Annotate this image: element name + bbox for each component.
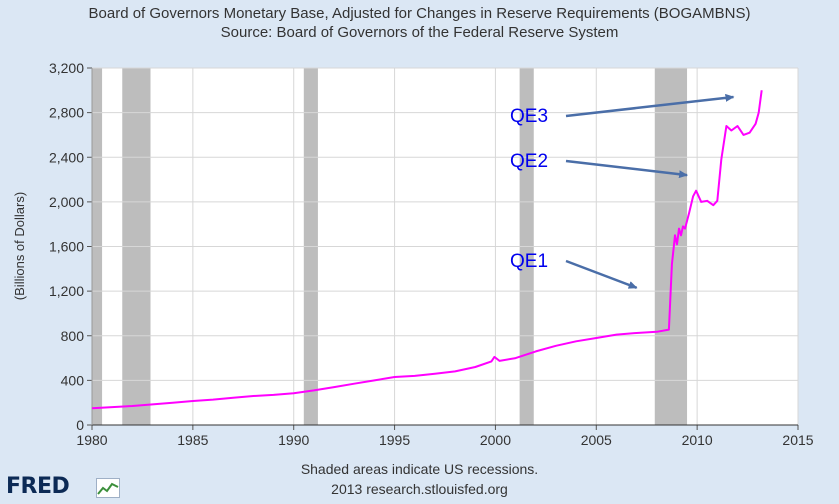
x-tick-label: 1990: [278, 432, 309, 448]
annotation-arrow: [565, 259, 638, 289]
x-tick-label: 2000: [480, 432, 511, 448]
y-tick-label: 2,800: [49, 105, 84, 121]
y-tick-label: 1,200: [49, 283, 84, 299]
fred-logo-chart-icon: [96, 478, 120, 498]
x-tick-label: 2010: [682, 432, 713, 448]
x-tick-label: 2005: [581, 432, 612, 448]
fred-logo: FRED: [6, 474, 70, 499]
y-tick-label: 1,600: [49, 239, 84, 255]
x-tick-label: 1995: [379, 432, 410, 448]
x-tick-label: 1980: [76, 432, 107, 448]
x-tick-label: 2015: [782, 432, 813, 448]
y-axis: 0 400 800 1,200 1,600 2,000 2,400 2,800 3,200: [49, 60, 92, 433]
y-tick-label: 400: [61, 372, 85, 388]
chart-subtitle: Source: Board of Governors of the Federa…: [220, 24, 619, 41]
chart-title-block: Board of Governors Monetary Base, Adjust…: [0, 4, 839, 42]
y-tick-label: 2,400: [49, 149, 84, 165]
y-axis-label: (Billions of Dollars): [12, 192, 27, 300]
footer-note: Shaded areas indicate US recessions.: [300, 461, 539, 477]
series-line: [91, 90, 763, 410]
series-group: [91, 90, 763, 410]
y-tick-label: 0: [76, 417, 84, 433]
x-tick-label: 1985: [177, 432, 208, 448]
annotations: QE1 QE2 QE3: [510, 93, 735, 289]
y-tick-label: 2,000: [49, 194, 84, 210]
chart-title: Board of Governors Monetary Base, Adjust…: [88, 5, 751, 22]
footer-source: 2013 research.stlouisfed.org: [331, 481, 508, 497]
y-tick-label: 800: [61, 328, 85, 344]
annotation-arrow: [565, 93, 735, 118]
annotation-label-qe1: QE1: [510, 251, 548, 272]
y-tick-label: 3,200: [49, 60, 84, 76]
annotation-label-qe2: QE2: [510, 151, 548, 172]
annotation-arrow: [565, 159, 689, 179]
x-axis: 1980 1985 1990 1995 2000 2005 2010 2015: [76, 425, 814, 448]
annotation-label-qe3: QE3: [510, 106, 548, 127]
